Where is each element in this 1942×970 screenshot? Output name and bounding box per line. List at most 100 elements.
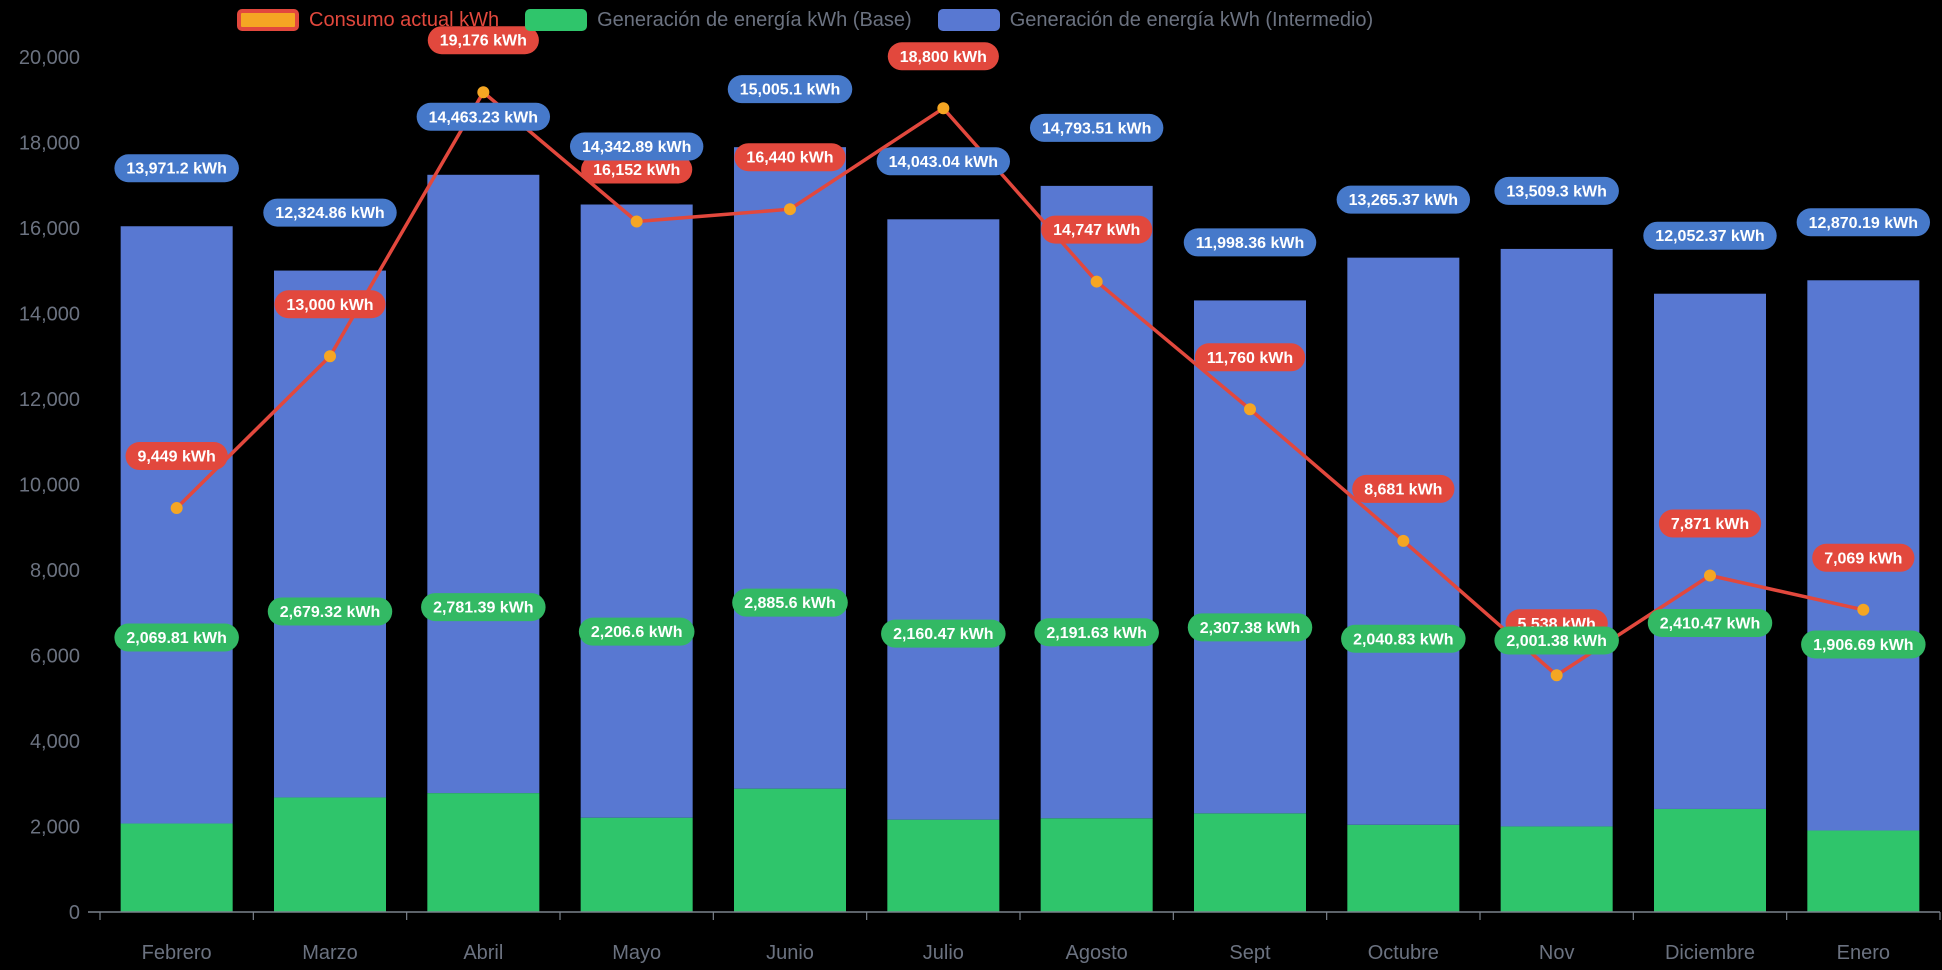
consumo-value-label — [887, 42, 999, 71]
consumo-value-label-text: 14,747 kWh — [1053, 222, 1140, 239]
bar-intermedio-Sept[interactable] — [1194, 300, 1306, 814]
intermedio-value-label — [263, 198, 397, 227]
base-value-label-text: 2,410.47 kWh — [1660, 615, 1761, 632]
chart-legend: Consumo actual kWh Generación de energía… — [237, 9, 1373, 31]
bar-base-Agosto[interactable] — [1040, 818, 1153, 912]
consumo-point-Abril[interactable] — [477, 86, 490, 99]
intermedio-value-label — [876, 147, 1011, 176]
y-axis-tick-label: 20,000 — [19, 47, 80, 69]
consumo-point-Junio[interactable] — [784, 203, 796, 216]
y-axis-tick-label: 18,000 — [19, 133, 80, 155]
bar-base-Marzo[interactable] — [274, 797, 386, 912]
base-value-label-text: 1,906.69 kWh — [1813, 637, 1914, 654]
bar-intermedio-Junio[interactable] — [734, 147, 846, 789]
intermedio-value-label — [1494, 176, 1619, 205]
bar-base-Mayo[interactable] — [580, 817, 693, 912]
x-axis-label-Abril: Abril — [463, 942, 503, 964]
bar-intermedio-Nov[interactable] — [1500, 248, 1613, 827]
intermedio-value-label-text: 11,998.36 kWh — [1196, 235, 1305, 252]
consumo-value-label — [734, 143, 846, 172]
consumo-value-label-text: 7,069 kWh — [1824, 550, 1902, 567]
bar-intermedio-Marzo[interactable] — [274, 270, 386, 798]
consumo-value-label-text: 7,871 kWh — [1671, 516, 1749, 533]
consumo-point-Nov[interactable] — [1550, 669, 1563, 682]
consumo-point-Julio[interactable] — [937, 102, 950, 115]
consumo-value-label-text: 18,800 kWh — [900, 49, 987, 66]
bar-base-Nov[interactable] — [1500, 826, 1613, 912]
intermedio-value-label — [1796, 208, 1931, 237]
bar-base-Julio[interactable] — [887, 819, 1000, 912]
intermedio-value-label — [569, 132, 704, 161]
base-value-label-text: 2,307.38 kWh — [1200, 620, 1301, 637]
intermedio-value-label — [114, 154, 239, 183]
legend-item-consumo[interactable]: Consumo actual kWh — [237, 9, 499, 31]
base-value-label-text: 2,040.83 kWh — [1353, 631, 1454, 648]
consumo-point-Sept[interactable] — [1244, 403, 1256, 416]
consumo-value-label-text: 13,000 kWh — [286, 297, 373, 314]
consumo-value-label — [1041, 215, 1153, 244]
base-value-label — [1647, 608, 1773, 637]
bar-intermedio-Diciembre[interactable] — [1654, 293, 1766, 809]
bar-intermedio-Febrero[interactable] — [120, 226, 233, 824]
consumo-point-Mayo[interactable] — [630, 215, 643, 228]
base-value-label — [1494, 626, 1619, 655]
y-axis-tick-label: 12,000 — [19, 389, 80, 411]
bar-intermedio-Mayo[interactable] — [580, 204, 693, 818]
consumo-point-Diciembre[interactable] — [1704, 569, 1716, 582]
legend-item-generacion-base[interactable]: Generación de energía kWh (Base) — [525, 9, 912, 31]
base-value-label — [1341, 624, 1466, 653]
consumo-value-label — [1658, 509, 1762, 538]
consumo-point-Febrero[interactable] — [170, 502, 183, 515]
base-value-label — [114, 623, 239, 652]
consumo-point-Agosto[interactable] — [1090, 275, 1103, 288]
base-value-label-text: 2,160.47 kWh — [893, 626, 994, 643]
intermedio-value-label — [727, 75, 853, 104]
intermedio-value-label-text: 13,265.37 kWh — [1349, 192, 1458, 209]
consumo-value-label — [1352, 474, 1455, 503]
bar-intermedio-Agosto[interactable] — [1040, 185, 1153, 819]
bar-base-Febrero[interactable] — [120, 823, 233, 912]
legend-item-generacion-intermedio[interactable]: Generación de energía kWh (Intermedio) — [937, 9, 1373, 31]
base-value-label — [421, 593, 546, 622]
consumo-point-Enero[interactable] — [1857, 603, 1870, 616]
intermedio-value-label-text: 14,463.23 kWh — [429, 109, 538, 126]
consumo-value-label-text: 16,440 kWh — [746, 150, 833, 167]
x-axis-label-Marzo: Marzo — [302, 942, 358, 964]
base-value-label-text: 2,679.32 kWh — [280, 604, 381, 621]
legend-label-base: Generación de energía kWh (Base) — [597, 9, 912, 31]
bar-base-Octubre[interactable] — [1347, 824, 1460, 912]
base-value-label-text: 2,001.38 kWh — [1506, 633, 1607, 650]
base-value-label — [1187, 613, 1313, 642]
intermedio-value-label-text: 15,005.1 kWh — [740, 82, 841, 99]
base-value-label — [881, 619, 1006, 648]
consumo-point-Octubre[interactable] — [1397, 534, 1410, 547]
consumo-value-label — [125, 442, 228, 471]
intermedio-value-label-text: 13,971.2 kWh — [126, 161, 227, 178]
intermedio-swatch-icon — [937, 9, 1000, 31]
consumo-point-Marzo[interactable] — [324, 350, 336, 363]
legend-label-consumo: Consumo actual kWh — [309, 9, 500, 31]
consumo-value-label-text: 11,760 kWh — [1207, 350, 1293, 367]
bar-intermedio-Abril[interactable] — [427, 174, 540, 794]
bar-base-Diciembre[interactable] — [1654, 808, 1766, 912]
base-value-label — [578, 617, 695, 646]
bar-intermedio-Julio[interactable] — [887, 219, 1000, 820]
base-value-label — [1801, 630, 1926, 659]
intermedio-value-label — [1336, 185, 1471, 214]
consumo-value-label — [581, 155, 693, 184]
bar-base-Junio[interactable] — [734, 788, 846, 912]
x-axis-label-Octubre: Octubre — [1368, 942, 1439, 964]
intermedio-value-label-text: 12,870.19 kWh — [1809, 215, 1918, 232]
consumo-line — [175, 90, 1864, 678]
y-axis-tick-label: 8,000 — [30, 560, 80, 582]
base-value-label — [267, 597, 393, 626]
bar-base-Abril[interactable] — [427, 793, 540, 912]
bar-base-Sept[interactable] — [1194, 813, 1306, 912]
bar-base-Enero[interactable] — [1807, 830, 1920, 912]
x-axis-label-Agosto: Agosto — [1066, 942, 1128, 964]
base-value-label — [732, 588, 848, 617]
intermedio-value-label — [1643, 221, 1777, 250]
intermedio-value-label — [416, 102, 551, 131]
